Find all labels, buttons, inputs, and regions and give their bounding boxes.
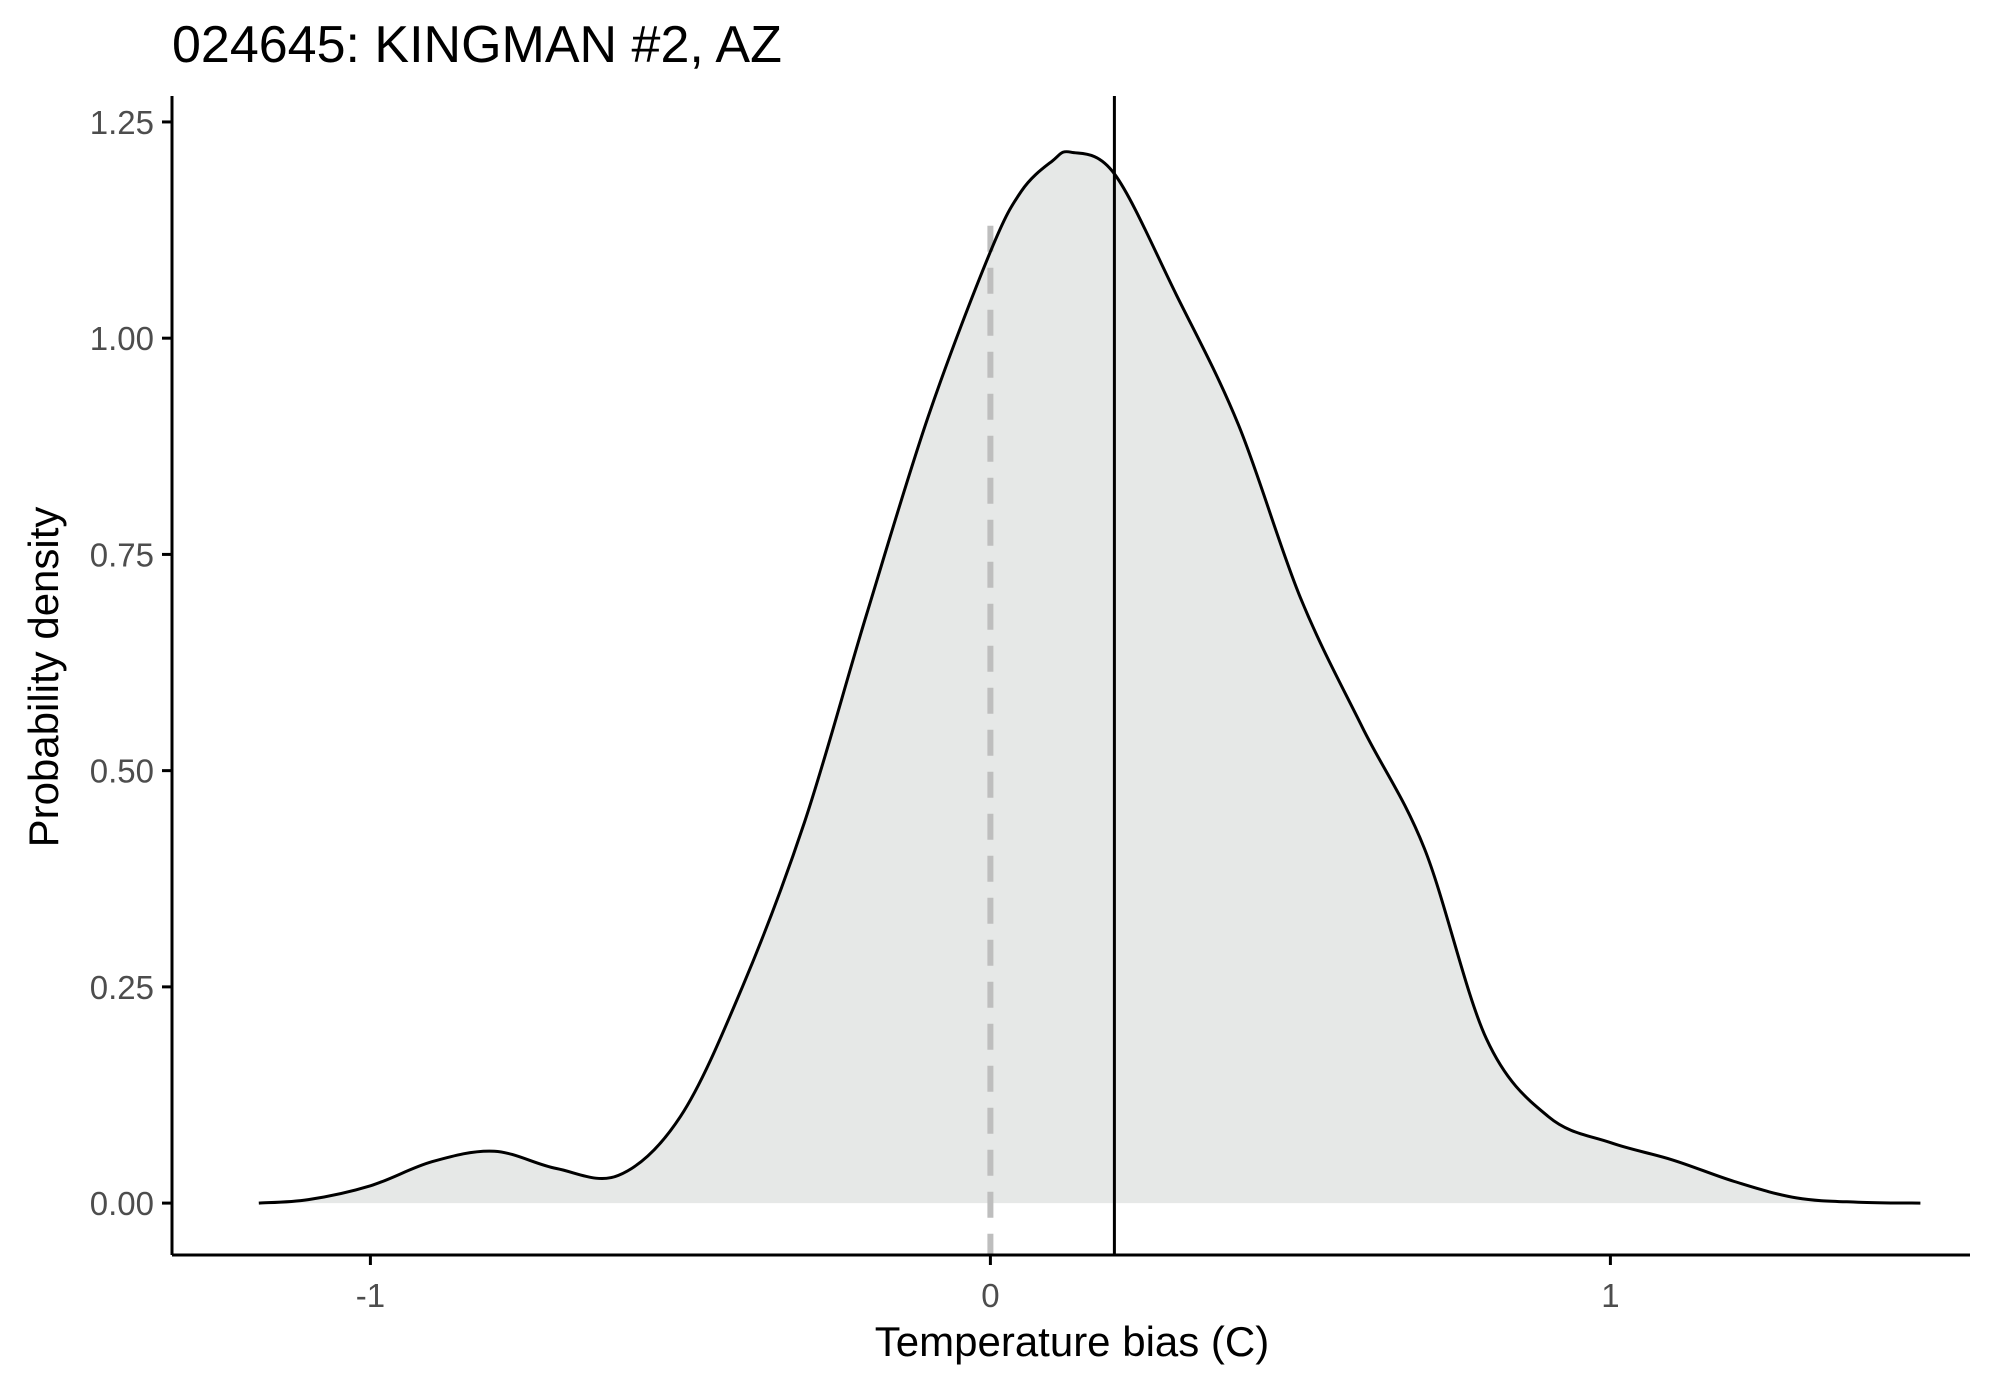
y-tick-label: 0.75 bbox=[90, 536, 154, 573]
y-tick-label: 1.00 bbox=[90, 320, 154, 357]
density-curve bbox=[258, 150, 1921, 1205]
y-tick-label: 0.00 bbox=[90, 1185, 154, 1222]
y-tick-label: 1.25 bbox=[90, 104, 154, 141]
chart-title: 024645: KINGMAN #2, AZ bbox=[172, 16, 782, 74]
y-tick-label: 0.25 bbox=[90, 969, 154, 1006]
x-tick-label: 0 bbox=[981, 1277, 999, 1314]
x-axis-title: Temperature bias (C) bbox=[875, 1318, 1269, 1365]
x-tick-label: -1 bbox=[356, 1277, 385, 1314]
density-area bbox=[258, 151, 1921, 1204]
y-axis-ticks: 0.00 0.25 0.50 0.75 1.00 1.25 bbox=[90, 104, 172, 1222]
y-tick-label: 0.50 bbox=[90, 753, 154, 790]
y-axis-title: Probability density bbox=[20, 507, 67, 848]
plot-area bbox=[258, 96, 1921, 1255]
x-tick-label: 1 bbox=[1601, 1277, 1619, 1314]
x-axis-ticks: -1 0 1 bbox=[356, 1255, 1620, 1314]
